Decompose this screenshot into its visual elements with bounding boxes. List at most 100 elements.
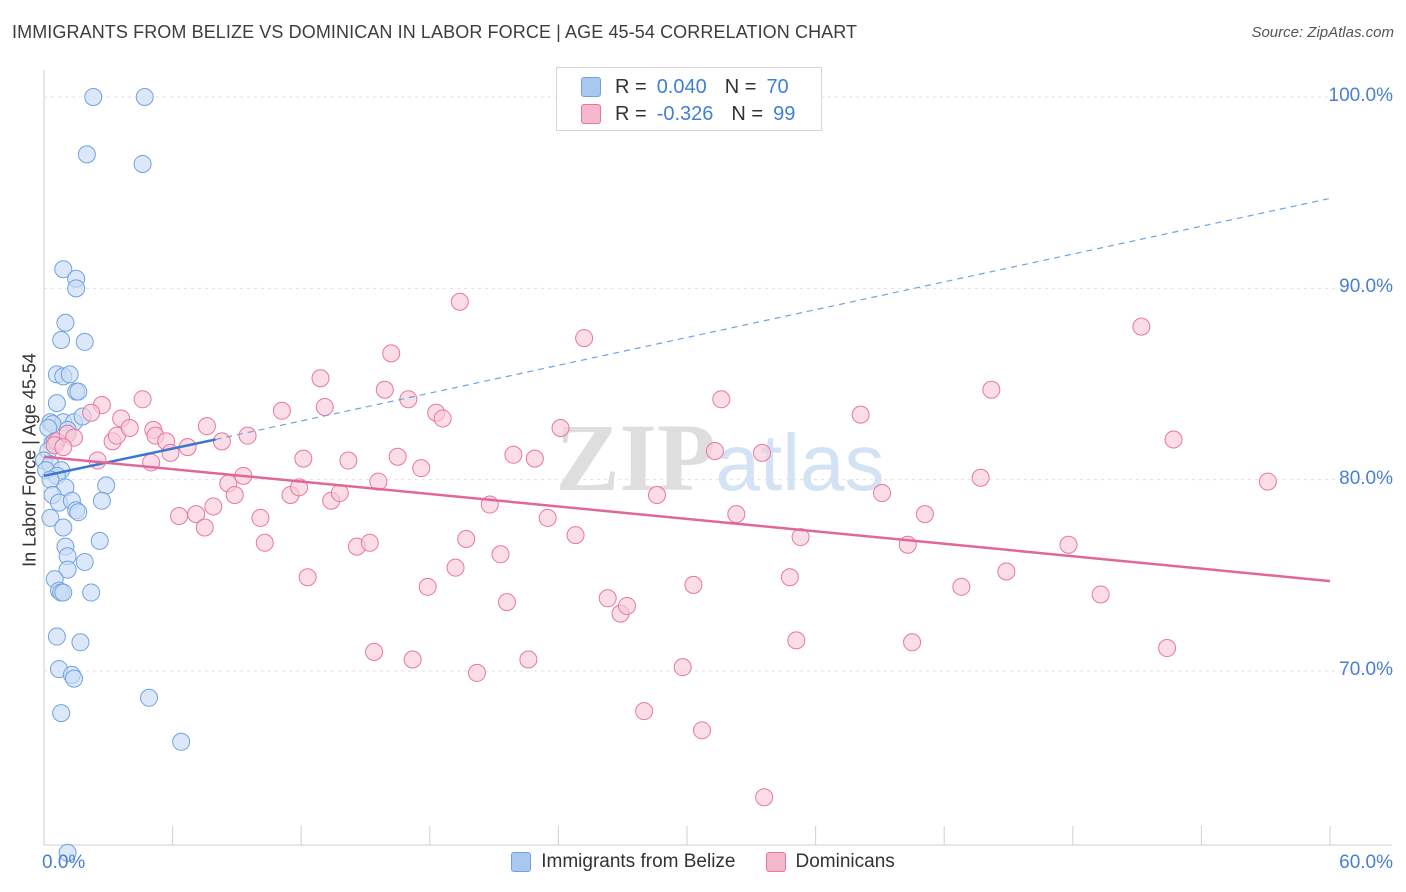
point-belize bbox=[69, 382, 88, 401]
r-value: -0.326 bbox=[656, 102, 714, 125]
trend-line-belize-extrapolated bbox=[215, 197, 1331, 441]
point-dominican bbox=[851, 405, 870, 424]
trend-line-dominicans bbox=[43, 455, 1331, 583]
point-dominican bbox=[753, 443, 772, 462]
point-dominican bbox=[170, 507, 189, 526]
point-dominican bbox=[598, 589, 617, 608]
legend-item-dominicans[interactable]: Dominicans bbox=[765, 851, 895, 873]
point-dominican bbox=[187, 505, 206, 524]
point-belize bbox=[67, 279, 86, 298]
r-label: R = bbox=[615, 75, 647, 98]
point-dominican bbox=[755, 788, 774, 807]
point-dominican bbox=[1091, 585, 1110, 604]
point-dominican bbox=[120, 419, 139, 438]
point-belize bbox=[60, 365, 79, 384]
legend-label-dominicans: Dominicans bbox=[795, 851, 895, 872]
point-dominican bbox=[647, 485, 666, 504]
n-value: 99 bbox=[773, 102, 796, 125]
series-dominicans bbox=[45, 292, 1277, 807]
point-dominican bbox=[197, 417, 216, 436]
point-belize bbox=[47, 627, 66, 646]
point-dominican bbox=[903, 633, 922, 652]
n-label: N = bbox=[724, 75, 757, 98]
point-dominican bbox=[403, 650, 422, 669]
point-dominican bbox=[238, 426, 257, 445]
point-belize bbox=[75, 552, 94, 571]
x-tick-label-left: 0.0% bbox=[42, 852, 86, 873]
point-belize bbox=[133, 154, 152, 173]
point-dominican bbox=[294, 449, 313, 468]
trend-lines bbox=[43, 197, 1331, 583]
legend-swatch-dominicans bbox=[765, 852, 786, 872]
series-legend: Immigrants from Belize Dominicans bbox=[0, 851, 1406, 873]
x-tick-label-right: 60.0% bbox=[1339, 852, 1393, 873]
legend-row-belize: R = 0.040 N = 70 bbox=[581, 75, 789, 99]
point-belize bbox=[75, 332, 94, 351]
point-dominican bbox=[204, 497, 223, 516]
point-dominican bbox=[952, 577, 971, 596]
point-belize bbox=[65, 669, 84, 688]
r-label: R = bbox=[615, 102, 647, 125]
point-dominican bbox=[1164, 430, 1183, 449]
point-dominican bbox=[712, 390, 731, 409]
point-dominican bbox=[519, 650, 538, 669]
point-dominican bbox=[915, 505, 934, 524]
point-dominican bbox=[497, 593, 516, 612]
point-dominican bbox=[388, 447, 407, 466]
point-dominican bbox=[375, 380, 394, 399]
watermark-atlas: atlas bbox=[716, 418, 885, 507]
n-label: N = bbox=[731, 102, 764, 125]
point-dominican bbox=[467, 663, 486, 682]
point-dominican bbox=[1258, 472, 1277, 491]
point-dominican bbox=[551, 419, 570, 438]
point-dominican bbox=[684, 575, 703, 594]
point-belize bbox=[58, 843, 77, 862]
point-dominican bbox=[251, 508, 270, 527]
point-dominican bbox=[290, 478, 309, 497]
point-belize bbox=[47, 394, 66, 413]
y-tick-label: 90.0% bbox=[1339, 276, 1393, 298]
point-belize bbox=[54, 260, 73, 279]
point-dominican bbox=[693, 721, 712, 740]
point-dominican bbox=[780, 568, 799, 587]
point-dominican bbox=[538, 508, 557, 527]
legend-row-dominicans: R = -0.326 N = 99 bbox=[581, 102, 795, 126]
legend-swatch-dominicans bbox=[581, 104, 601, 124]
point-dominican bbox=[1059, 535, 1078, 554]
point-dominican bbox=[982, 380, 1001, 399]
point-dominican bbox=[504, 445, 523, 464]
point-dominican bbox=[673, 658, 692, 677]
point-belize bbox=[41, 508, 60, 527]
point-dominican bbox=[525, 449, 544, 468]
r-value: 0.040 bbox=[656, 75, 707, 98]
point-dominican bbox=[365, 642, 384, 661]
point-belize bbox=[172, 732, 191, 751]
point-dominican bbox=[446, 558, 465, 577]
point-belize bbox=[54, 518, 73, 537]
point-dominican bbox=[617, 596, 636, 615]
series-belize bbox=[35, 88, 191, 862]
stats-legend: R = 0.040 N = 70 R = -0.326 N = 99 bbox=[556, 67, 822, 131]
point-dominican bbox=[298, 568, 317, 587]
point-belize bbox=[52, 330, 71, 349]
point-belize bbox=[54, 583, 73, 602]
point-dominican bbox=[1132, 317, 1151, 336]
n-value: 70 bbox=[766, 75, 789, 98]
watermark: ZIPatlas bbox=[555, 404, 884, 511]
point-dominican bbox=[1158, 639, 1177, 658]
point-dominican bbox=[575, 329, 594, 348]
point-dominican bbox=[195, 518, 214, 537]
watermark-zip: ZIP bbox=[555, 404, 715, 511]
point-belize bbox=[52, 704, 71, 723]
point-dominican bbox=[133, 390, 152, 409]
legend-item-belize[interactable]: Immigrants from Belize bbox=[511, 851, 736, 873]
point-dominican bbox=[82, 403, 101, 422]
point-belize bbox=[77, 145, 96, 164]
point-belize bbox=[71, 633, 90, 652]
point-belize bbox=[82, 583, 101, 602]
point-dominican bbox=[54, 438, 73, 457]
point-dominican bbox=[412, 459, 431, 478]
point-belize bbox=[69, 503, 88, 522]
y-tick-label: 80.0% bbox=[1339, 467, 1393, 489]
